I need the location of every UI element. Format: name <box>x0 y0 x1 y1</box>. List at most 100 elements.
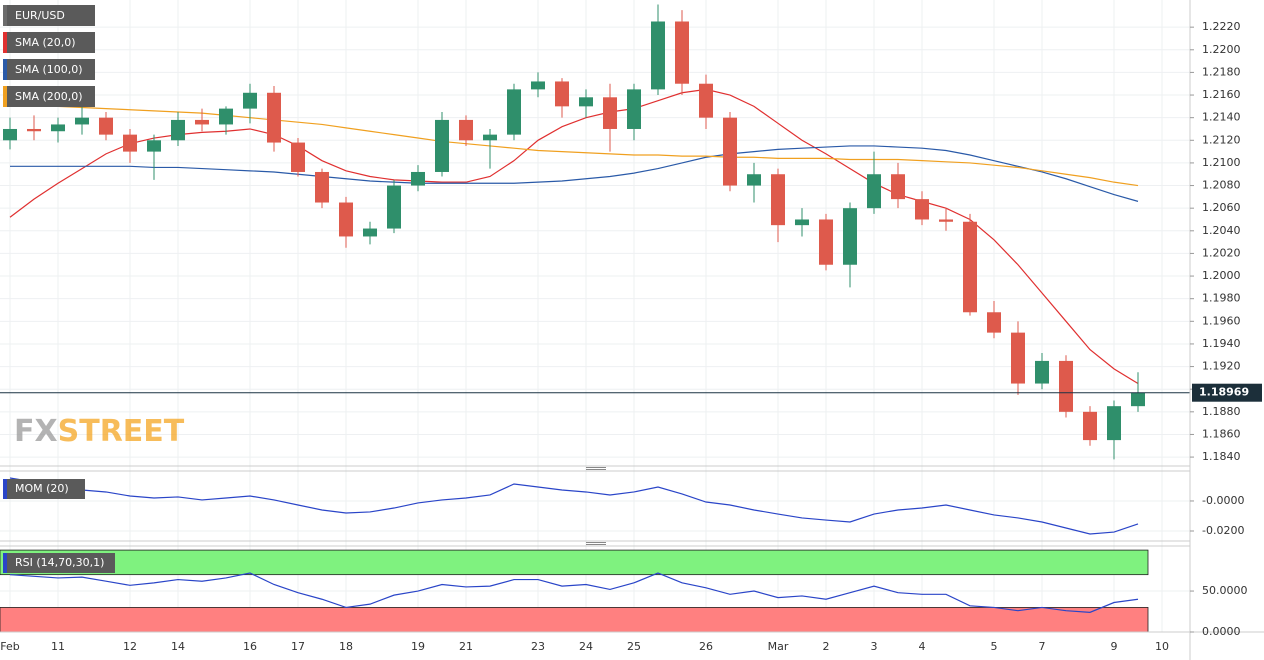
resize-grip[interactable] <box>586 467 606 470</box>
candle-body <box>915 199 929 220</box>
candle-body <box>219 108 233 125</box>
candle-body <box>411 171 425 186</box>
legend-box <box>3 553 115 573</box>
candle-body <box>363 228 377 237</box>
candle-body <box>627 89 641 129</box>
sma-line <box>9 88 1139 385</box>
candle-body <box>1035 360 1049 384</box>
y-tick-label: 1.1840 <box>1202 450 1241 463</box>
candle-body <box>555 81 569 107</box>
x-tick-label: 10 <box>1155 640 1169 653</box>
legend-label: SMA (200,0) <box>15 90 83 103</box>
candle-body <box>1131 392 1145 407</box>
x-tick-label: 26 <box>699 640 713 653</box>
x-tick-label: 5 <box>991 640 998 653</box>
candle-body <box>795 219 809 226</box>
y-tick-label: 1.2000 <box>1202 269 1241 282</box>
last-price-box <box>1192 383 1262 402</box>
candle-body <box>171 119 185 141</box>
y-tick-label: 1.2120 <box>1202 133 1241 146</box>
candle-body <box>435 119 449 172</box>
x-tick-label: 18 <box>339 640 353 653</box>
indicator-band <box>0 607 1149 633</box>
indicator-line <box>9 572 1139 613</box>
y-tick-label: 1.2080 <box>1202 179 1241 192</box>
candle-body <box>243 92 257 109</box>
candle-body <box>771 174 785 226</box>
y-tick-label: 1.2060 <box>1202 201 1241 214</box>
candle-body <box>939 219 953 222</box>
candle-body <box>195 119 209 125</box>
legend-swatch <box>3 553 7 573</box>
x-tick-label: 16 <box>243 640 257 653</box>
x-tick-label: 17 <box>291 640 305 653</box>
x-tick-label: 21 <box>459 640 473 653</box>
watermark: FXSTREET <box>14 414 185 449</box>
legend-box <box>3 32 95 53</box>
x-tick-label: Mar <box>768 640 789 653</box>
candle-body <box>963 221 977 313</box>
candle-body <box>291 142 305 172</box>
legend-label: EUR/USD <box>15 9 65 22</box>
candle-body <box>1083 411 1097 441</box>
x-tick-label: 9 <box>1111 640 1118 653</box>
candle-body <box>51 124 65 132</box>
y-tick-label: 1.2200 <box>1202 43 1241 56</box>
candle-body <box>1107 406 1121 441</box>
y-tick-label: 1.2220 <box>1202 20 1241 33</box>
y-tick-label: -0.0200 <box>1202 524 1244 537</box>
x-tick-label: 11 <box>51 640 65 653</box>
y-tick-label: 0.0000 <box>1202 625 1241 638</box>
candle-body <box>603 97 617 129</box>
watermark-part: STREET <box>58 414 185 449</box>
x-tick-label: 25 <box>627 640 641 653</box>
candle-body <box>507 89 521 135</box>
y-tick-label: 1.2160 <box>1202 88 1241 101</box>
candle-body <box>891 174 905 200</box>
candle-body <box>651 21 665 90</box>
candle-body <box>267 92 281 143</box>
candle-body <box>843 208 857 265</box>
candle-body <box>987 312 1001 333</box>
candle-body <box>459 119 473 141</box>
resize-grip[interactable] <box>586 542 606 545</box>
x-tick-label: 12 <box>123 640 137 653</box>
x-tick-label: 4 <box>919 640 926 653</box>
candle-body <box>27 128 41 132</box>
legend-swatch <box>3 32 7 53</box>
legend-swatch <box>3 479 7 499</box>
candle-body <box>99 117 113 135</box>
y-tick-label: 1.2140 <box>1202 111 1241 124</box>
candle-body <box>723 117 737 186</box>
y-tick-label: 50.0000 <box>1202 584 1248 597</box>
legend-swatch <box>3 86 7 107</box>
legend-label: RSI (14,70,30,1) <box>15 556 104 569</box>
candle-body <box>387 185 401 229</box>
legend-label: MOM (20) <box>15 482 69 495</box>
legend-swatch <box>3 5 7 26</box>
candle-body <box>339 202 353 237</box>
candle-body <box>675 21 689 84</box>
y-tick-label: 1.2040 <box>1202 224 1241 237</box>
legend-box <box>3 59 95 80</box>
legend-box <box>3 5 95 26</box>
x-tick-label: Feb <box>0 640 19 653</box>
y-tick-label: 1.1980 <box>1202 292 1241 305</box>
y-tick-label: 1.1920 <box>1202 360 1241 373</box>
y-tick-label: 1.2180 <box>1202 65 1241 78</box>
watermark-part: FX <box>14 414 58 449</box>
last-price-label: 1.18969 <box>1199 386 1249 399</box>
x-tick-label: 23 <box>531 640 545 653</box>
sma-line <box>10 145 1139 202</box>
x-tick-label: 2 <box>823 640 830 653</box>
candle-body <box>819 219 833 265</box>
sma-line <box>9 103 1139 187</box>
indicator-band <box>0 549 1149 576</box>
candle-body <box>3 128 17 141</box>
labels: Feb 11 12 14 16 17 18 19 21 23 24 25 26 Mar 2 3 4 5 7 9 101.… <box>0 5 1262 653</box>
legend-label: SMA (20,0) <box>15 36 76 49</box>
candle-body <box>531 81 545 90</box>
candle-body <box>1059 360 1073 412</box>
